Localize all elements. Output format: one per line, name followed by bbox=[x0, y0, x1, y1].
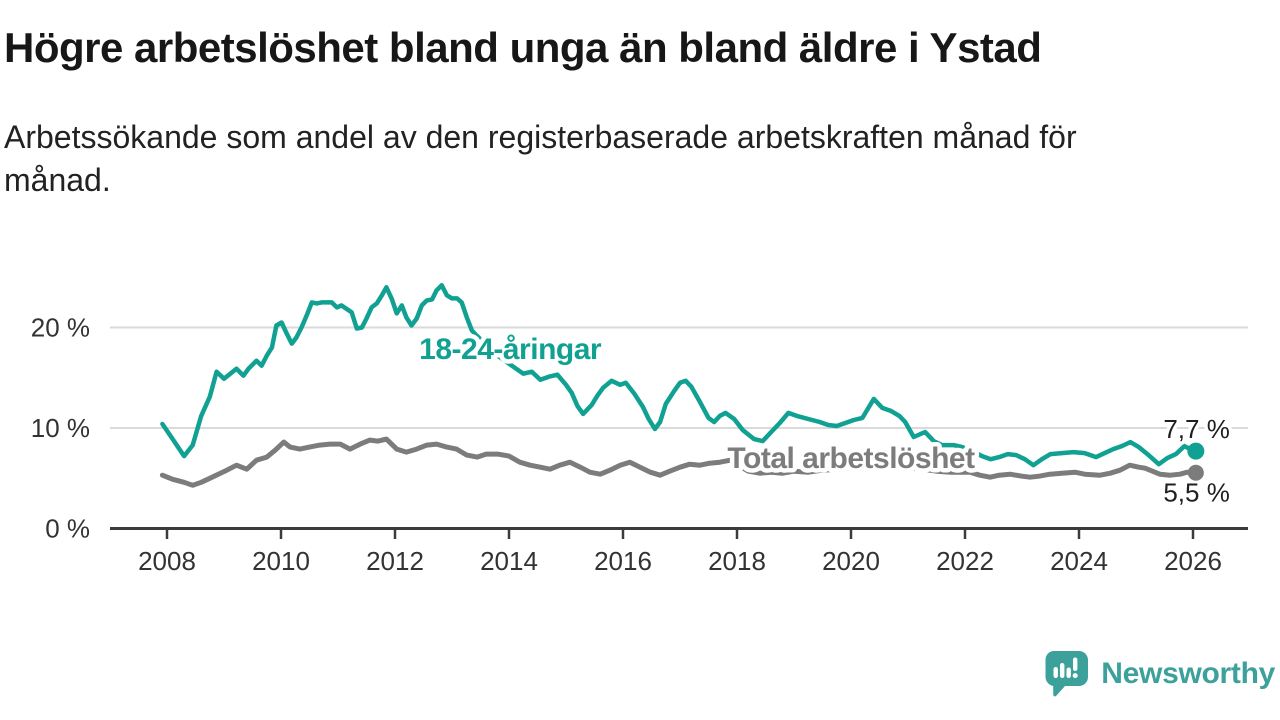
x-tick-label: 2010 bbox=[252, 546, 310, 576]
x-tick-label: 2012 bbox=[366, 546, 424, 576]
y-tick-label: 0 % bbox=[45, 514, 90, 544]
chart-subtitle-line-1: Arbetssökande som andel av den registerb… bbox=[4, 119, 1077, 155]
series-label: 18-24-åringar bbox=[419, 333, 602, 366]
x-tick-label: 2016 bbox=[594, 546, 652, 576]
brand-footer: Newsworthy bbox=[1045, 650, 1275, 698]
logo-bar-2 bbox=[1060, 663, 1065, 678]
end-value-label: 5,5 % bbox=[1163, 478, 1230, 508]
x-tick-label: 2014 bbox=[480, 546, 538, 576]
line-chart-plot-area: 2008 2010 2012 2014 2016 2018 2020 2022 2024 2026… bbox=[31, 283, 1248, 576]
x-tick-label: 2008 bbox=[138, 546, 196, 576]
series-line-Total arbetslöshet bbox=[159, 436, 1199, 488]
logo-exclamation-dot bbox=[1072, 673, 1078, 679]
end-value-label: 7,7 % bbox=[1163, 414, 1230, 444]
end-dot bbox=[1187, 442, 1205, 460]
chart-subtitle-line-2: månad. bbox=[4, 162, 111, 198]
newsworthy-logo-icon bbox=[1045, 651, 1089, 697]
y-tick-label: 20 % bbox=[31, 313, 90, 343]
x-tick-label: 2024 bbox=[1050, 546, 1108, 576]
chart-title: Högre arbetslöshet bland unga än bland ä… bbox=[4, 24, 1042, 71]
y-tick-label: 10 % bbox=[31, 413, 90, 443]
series-label: Total arbetslöshet bbox=[727, 442, 975, 475]
x-tick-label: 2020 bbox=[822, 546, 880, 576]
series-line-18-24-åringar bbox=[160, 283, 1199, 468]
x-tick-label: 2018 bbox=[708, 546, 766, 576]
brand-name: Newsworthy bbox=[1101, 657, 1275, 690]
logo-exclamation-bar bbox=[1073, 657, 1078, 671]
x-tick-label: 2022 bbox=[936, 546, 994, 576]
logo-bar-3 bbox=[1066, 667, 1072, 678]
end-dot bbox=[1187, 464, 1204, 481]
logo-bar-1 bbox=[1053, 667, 1059, 678]
chart-subtitle: Arbetssökande som andel av den registerb… bbox=[4, 116, 1077, 202]
x-tick-label: 2026 bbox=[1164, 546, 1222, 576]
